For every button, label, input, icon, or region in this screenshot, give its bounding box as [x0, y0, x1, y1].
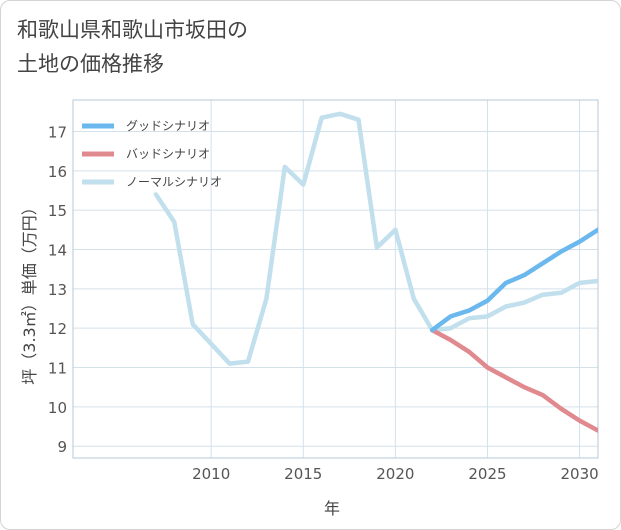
axis-ticks: 9 10 11 12 13 14 15 16 17 2010 2015 2020 2025 2030	[48, 123, 599, 483]
y-tick-label: 15	[48, 202, 67, 220]
y-tick-label: 12	[48, 320, 67, 338]
y-tick-label: 14	[48, 241, 67, 259]
x-axis-title: 年	[324, 499, 340, 518]
x-tick-label: 2010	[192, 465, 230, 483]
x-tick-label: 2025	[468, 465, 506, 483]
chart-title-line-1: 和歌山県和歌山市坂田の	[17, 18, 248, 42]
x-tick-label: 2015	[284, 465, 322, 483]
series-line-1	[429, 327, 598, 433]
legend-label-1: バッドシナリオ	[126, 147, 210, 161]
legend-label-2: ノーマルシナリオ	[126, 175, 222, 189]
y-tick-label: 16	[48, 163, 67, 181]
y-tick-label: 11	[48, 360, 67, 378]
y-tick-label: 13	[48, 281, 67, 299]
chart-title: 和歌山県和歌山市坂田の 土地の価格推移	[17, 13, 248, 81]
y-tick-label: 17	[48, 123, 67, 141]
y-axis-title: 坪（3.3㎡）単価（万円）	[20, 199, 39, 384]
chart-title-line-2: 土地の価格推移	[17, 52, 164, 76]
y-tick-label: 10	[48, 399, 67, 417]
grid-lines	[73, 100, 598, 458]
x-tick-label: 2020	[376, 465, 414, 483]
series-lines	[153, 111, 598, 433]
series-line-0	[429, 227, 598, 333]
x-tick-label: 2030	[560, 465, 598, 483]
series-line-2	[153, 111, 598, 366]
legend-label-0: グッドシナリオ	[126, 119, 210, 133]
y-tick-label: 9	[57, 438, 67, 456]
